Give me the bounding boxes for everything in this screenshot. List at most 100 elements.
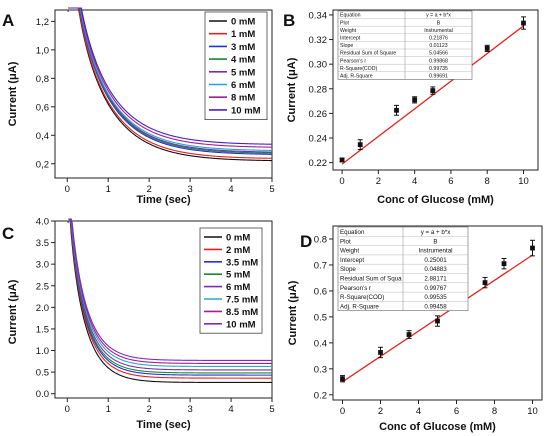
x-tick-label: 10	[518, 176, 529, 187]
x-tick-label: 2	[147, 404, 152, 415]
stats-table-key: Adj. R-Square	[340, 74, 373, 80]
y-tick-label: 0.26	[309, 109, 328, 120]
y-axis-title: Current (μA)	[7, 61, 19, 126]
legend-label: 6 mM	[226, 282, 250, 293]
x-tick-label: 3	[187, 404, 192, 415]
y-tick-label: 0.5	[314, 312, 327, 323]
legend-label: 4 mM	[231, 55, 255, 66]
y-tick-label: 0.22	[309, 158, 328, 169]
panel-b: 0 2 4 6 8 10 0.22 0.24 0.26 0.28 0.30 0.32 0.34 Conc …	[286, 9, 539, 206]
x-tick-label: 8	[485, 176, 490, 187]
y-tick-label: 0.34	[309, 10, 328, 21]
x-axis-title: Time (sec)	[136, 419, 191, 431]
x-tick-label: 4	[228, 184, 233, 195]
y-tick-label: 0,4	[36, 131, 49, 142]
series-line-10-mM	[68, 7, 273, 145]
panel-letter-b: B	[283, 11, 295, 30]
stats-table-key: Pearson's r	[340, 58, 366, 64]
stats-table-value: 0.99767	[424, 285, 447, 292]
y-tick-label: 0,8	[36, 74, 49, 85]
series-line-8-5-mM	[68, 218, 272, 365]
y-axis-title: Current (μA)	[286, 57, 298, 122]
x-tick-label: 0	[340, 406, 345, 417]
series-line-7-5-mM	[68, 218, 272, 368]
stats-table: Equation y = a + b*x Plot B Weight Instrument…	[337, 10, 473, 80]
series-line-10-mM	[68, 218, 272, 361]
stats-table-value: Instrumental	[424, 28, 453, 34]
y-tick-label: 0.7	[314, 260, 327, 271]
x-tick-label: 0	[65, 184, 70, 195]
panel-letter-a: A	[2, 11, 14, 30]
x-tick-label: 4	[228, 404, 233, 415]
legend-label: 1 mM	[231, 29, 255, 40]
y-tick-label: 0,6	[36, 102, 49, 113]
data-point	[521, 20, 526, 26]
legend-label: 2 mM	[226, 245, 250, 256]
legend-label: 0 mM	[231, 17, 255, 28]
y-tick-label: 0.24	[309, 134, 328, 145]
legend-label: 5 mM	[231, 67, 255, 78]
stats-table-value: 0.04883	[424, 266, 447, 273]
legend-label: 10 mM	[231, 105, 261, 116]
y-tick-label: 0.3	[314, 364, 327, 375]
stats-table-value: 5.04566	[429, 51, 448, 57]
stats-table-value: 0.99535	[424, 294, 447, 301]
y-tick-label: 3.0	[36, 260, 49, 271]
data-point	[378, 350, 383, 355]
stats-table-value: 0.99458	[424, 303, 447, 310]
legend-box	[204, 11, 268, 120]
stats-table-key: Plot	[340, 20, 349, 26]
stats-table-key: R-Square(COD)	[340, 66, 377, 72]
series-line-2-mM	[68, 218, 272, 379]
stats-table-key: R-Square(COD)	[340, 294, 384, 301]
stats-table-value: B	[433, 238, 437, 245]
data-point	[406, 332, 412, 337]
x-axis-title: Conc of Glucose (mM)	[377, 194, 494, 206]
legend-label: 6 mM	[231, 80, 255, 91]
stats-table-key: Weight	[340, 28, 357, 34]
y-tick-label: 1.0	[36, 346, 49, 357]
stats-table: Equation y = a + b*x Plot B Weight Instrument…	[337, 226, 469, 311]
x-tick-label: 0	[339, 176, 344, 187]
stats-table-key: Residual Sum of Squa	[340, 275, 402, 282]
series-line-6-mM	[68, 218, 272, 371]
x-tick-label: 4	[416, 406, 421, 417]
series-line-1-mM	[68, 7, 273, 159]
stats-table-key: Intercept	[340, 257, 364, 264]
data-point	[484, 46, 490, 51]
plot-frame	[54, 220, 273, 399]
stats-table-key: Pearson's r	[340, 285, 371, 292]
data-point	[412, 97, 418, 103]
x-axis-title: Conc of Glucose (mM)	[379, 421, 496, 433]
stats-table-key: Weight	[340, 248, 359, 255]
legend-label: 8.5 mM	[226, 307, 258, 318]
panel-letter-d: D	[300, 232, 312, 251]
x-axis-title: Time (sec)	[136, 194, 191, 206]
x-tick-label: 2	[376, 176, 381, 187]
y-tick-label: 0.32	[309, 35, 328, 46]
data-point	[394, 107, 399, 113]
y-axis-title: Current (μA)	[7, 279, 19, 344]
data-point	[501, 261, 507, 267]
stats-table-value: 0.99868	[429, 58, 448, 64]
x-tick-label: 3	[187, 184, 192, 195]
data-point	[339, 157, 345, 163]
stats-table-value: 0.99735	[429, 66, 448, 72]
y-tick-label: 1,0	[36, 45, 49, 56]
legend-label: 3 mM	[231, 42, 255, 53]
panel-c: 0 1 2 3 4 5 0.0 0.5 1.0 1.5 2.0 2.5 3.0 3.5 4.0 Time (s…	[7, 217, 275, 432]
legend-label: 8 mM	[231, 93, 255, 104]
data-point	[482, 280, 488, 286]
y-axis-title: Current (μA)	[287, 280, 299, 345]
legend-label: 5 mM	[226, 270, 250, 281]
stats-table-value: 0.01123	[429, 43, 447, 49]
x-tick-label: 10	[527, 406, 538, 417]
series-line-0-mM	[68, 218, 272, 384]
legend-label: 0 mM	[226, 233, 250, 244]
series-line-5-mM	[68, 7, 273, 153]
stats-table-value: y = a + b*x	[426, 13, 451, 19]
stats-table-key: Residual Sum of Square	[340, 51, 396, 57]
x-tick-label: 4	[412, 176, 417, 187]
